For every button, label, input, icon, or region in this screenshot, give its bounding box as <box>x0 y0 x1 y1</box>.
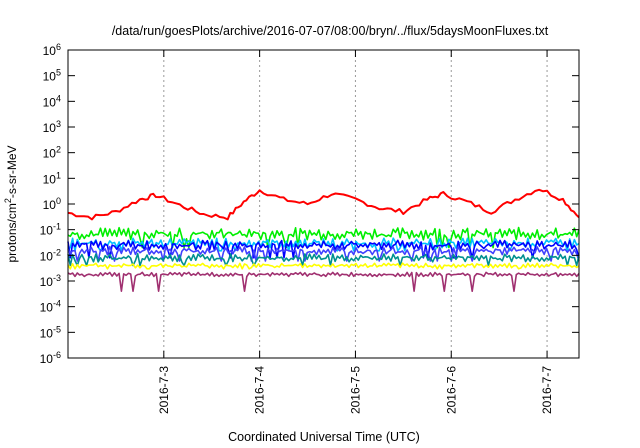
y-axis-label-base: protons/cm <box>5 203 19 262</box>
y-axis-label: protons/cm2-s-sr-MeV <box>3 145 19 262</box>
x-tick-label: 2016-7-3 <box>157 366 171 414</box>
series-line <box>67 262 580 270</box>
y-tick-label: 10-6 <box>40 350 61 366</box>
x-axis-label: Coordinated Universal Time (UTC) <box>228 430 420 444</box>
y-tick-label: 106 <box>43 42 61 58</box>
x-axis-ticks: 2016-7-3 2016-7-4 2016-7-5 2016-7-6 2016-7-7 <box>157 50 554 414</box>
y-axis-label-sup: 2 <box>3 198 13 203</box>
y-tick-label: 103 <box>43 119 61 135</box>
grid-lines <box>163 50 548 358</box>
series-line <box>67 271 580 292</box>
y-axis-label-rest: -s-sr-MeV <box>5 145 19 198</box>
x-tick-label: 2016-7-4 <box>253 366 267 414</box>
series-line <box>67 239 580 259</box>
y-tick-label: 10-5 <box>40 324 61 340</box>
y-tick-label: 104 <box>43 93 61 109</box>
y-tick-label: 101 <box>43 170 61 186</box>
x-tick-label: 2016-7-6 <box>444 366 458 414</box>
y-tick-label: 100 <box>43 196 61 212</box>
series-line <box>67 188 580 221</box>
y-tick-label: 10-2 <box>40 247 61 263</box>
y-tick-label: 10-1 <box>40 222 61 238</box>
x-tick-label: 2016-7-5 <box>348 366 362 414</box>
y-axis-ticks: 10-6 10-5 10-4 10-3 10-2 10-1 100 101 102 103 104 1… <box>40 42 579 366</box>
series-layer <box>67 188 580 292</box>
y-tick-label: 102 <box>43 145 61 161</box>
x-tick-label: 2016-7-7 <box>540 366 554 414</box>
series-line <box>67 245 580 262</box>
y-tick-label: 10-3 <box>40 273 61 289</box>
series-line <box>67 252 580 267</box>
y-tick-label: 105 <box>43 68 61 84</box>
chart-title: /data/run/goesPlots/archive/2016-07-07/0… <box>112 24 549 38</box>
y-tick-label: 10-4 <box>40 299 61 315</box>
